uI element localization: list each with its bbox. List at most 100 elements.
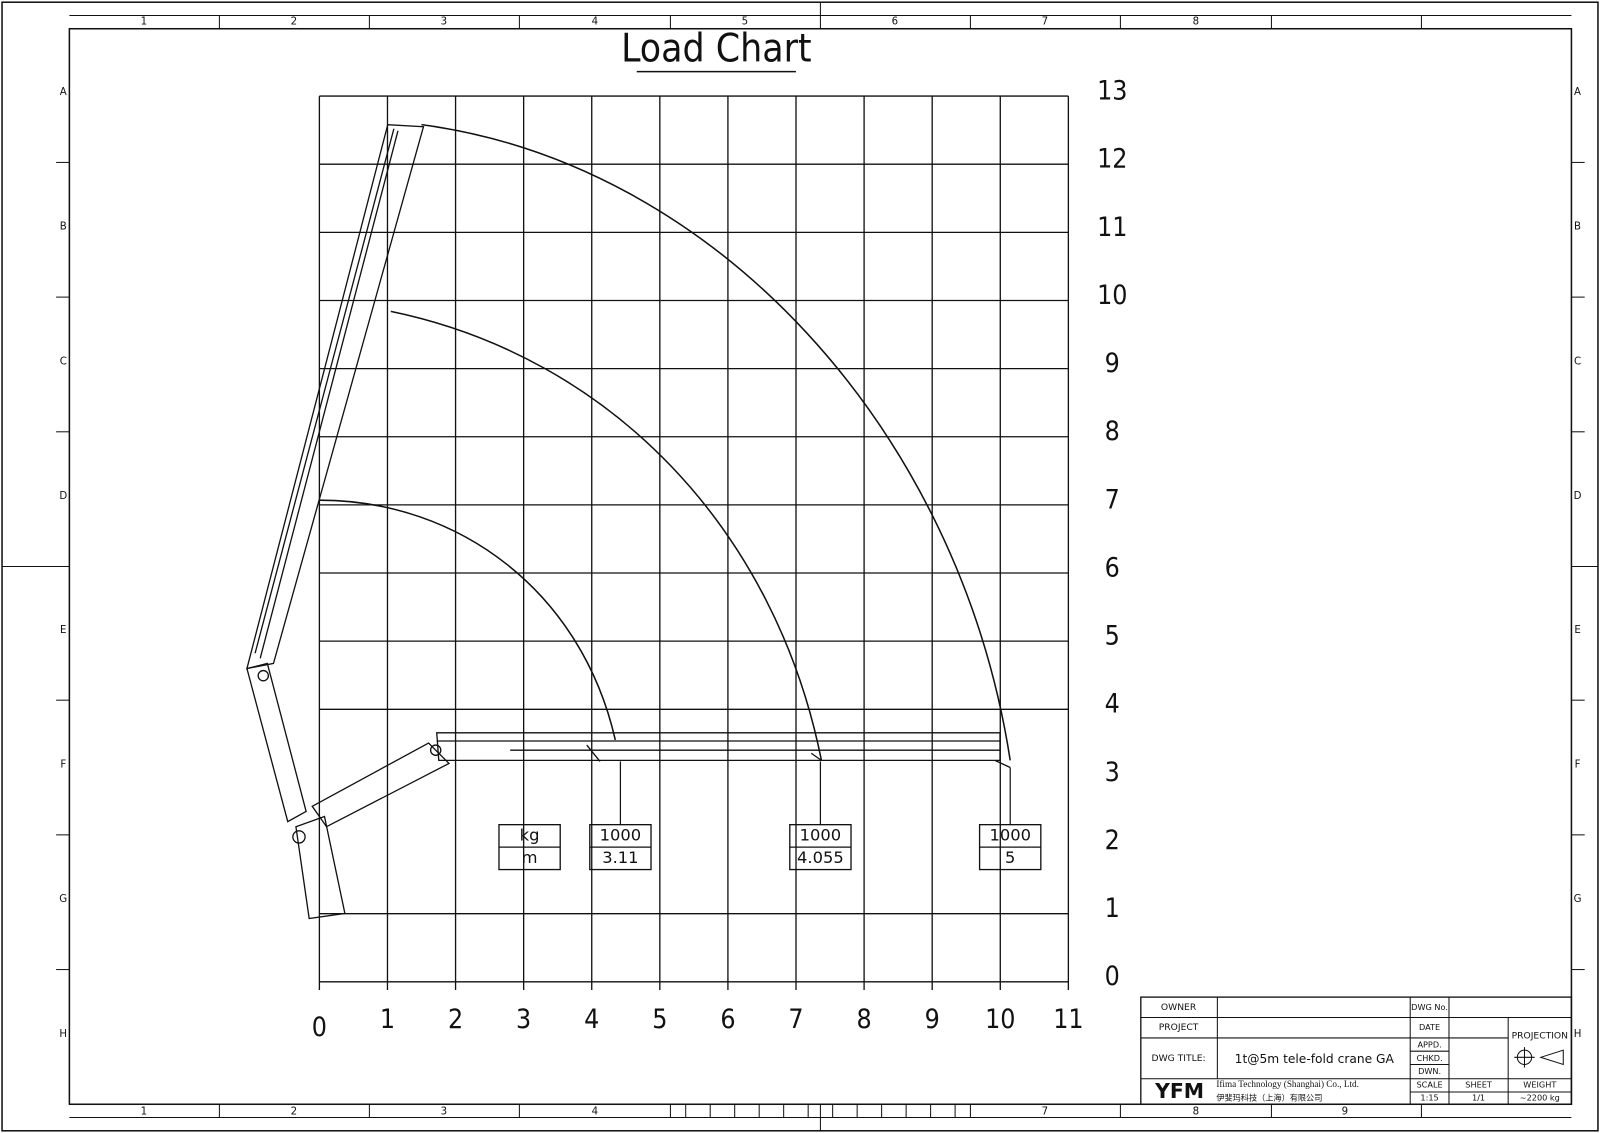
zone-label: A bbox=[60, 87, 67, 98]
zone-label: 1 bbox=[141, 1106, 147, 1117]
radius-value: 4.055 bbox=[797, 848, 844, 867]
zone-label: D bbox=[59, 491, 67, 502]
zone-label: 4 bbox=[592, 1106, 598, 1117]
y-axis-label: 5 bbox=[1105, 621, 1120, 652]
knuckle-boom bbox=[311, 742, 451, 828]
y-axis-label: 1 bbox=[1105, 893, 1120, 924]
x-axis-label: 11 bbox=[1053, 1004, 1083, 1035]
zone-label: 1 bbox=[141, 17, 147, 28]
x-axis-label: 2 bbox=[448, 1004, 463, 1035]
zone-label: 4 bbox=[592, 17, 598, 28]
tb-value: 1/1 bbox=[1472, 1093, 1485, 1103]
tb-label: PROJECT bbox=[1159, 1022, 1199, 1033]
tb-value: 1:15 bbox=[1420, 1093, 1438, 1103]
radius-value: 5 bbox=[1005, 848, 1015, 867]
zone-label: C bbox=[60, 356, 67, 367]
boom-edge bbox=[259, 130, 399, 659]
zone-label: 5 bbox=[742, 17, 748, 28]
y-axis-label: 12 bbox=[1097, 144, 1127, 175]
zone-label: 9 bbox=[1342, 1106, 1348, 1117]
hook bbox=[586, 744, 1011, 769]
tb-label: APPD. bbox=[1417, 1040, 1441, 1050]
x-axis-label: 7 bbox=[788, 1004, 803, 1035]
lower-boom bbox=[246, 662, 307, 823]
x-axis-label: 4 bbox=[584, 1004, 599, 1035]
tb-label: SHEET bbox=[1465, 1079, 1492, 1089]
x-axis-label: 6 bbox=[720, 1004, 735, 1035]
x-axis-label: 3 bbox=[516, 1004, 531, 1035]
zone-label: A bbox=[1574, 87, 1581, 98]
upper-boom bbox=[246, 123, 425, 670]
y-axis-label: 10 bbox=[1097, 280, 1127, 311]
zone-label: 2 bbox=[291, 1106, 297, 1117]
title: Load Chart bbox=[621, 27, 812, 72]
zone-label: 8 bbox=[1193, 17, 1199, 28]
zone-label: H bbox=[59, 1029, 67, 1040]
tb-label: DATE bbox=[1419, 1022, 1440, 1032]
tb-label: OWNER bbox=[1161, 1002, 1197, 1013]
x-axis-label: 10 bbox=[985, 1004, 1015, 1035]
projection-symbol bbox=[1539, 1049, 1564, 1066]
radius-value: 3.11 bbox=[602, 848, 638, 867]
tb-value: 1t@5m tele-fold crane GA bbox=[1235, 1052, 1395, 1066]
x-axis-label: 1 bbox=[380, 1004, 395, 1035]
tb-label: WEIGHT bbox=[1523, 1079, 1556, 1089]
radius-value: m bbox=[522, 848, 538, 867]
y-axis-label: 13 bbox=[1097, 76, 1127, 107]
y-axis-label: 3 bbox=[1105, 757, 1120, 788]
zone-label: D bbox=[1574, 491, 1582, 502]
y-axis-label: 9 bbox=[1105, 348, 1120, 379]
load-value: 1000 bbox=[800, 825, 842, 844]
company-name: Ifima Technology (Shanghai) Co., Ltd. bbox=[1216, 1079, 1359, 1089]
pin bbox=[429, 744, 442, 756]
crane-column bbox=[295, 815, 346, 920]
tb-label: SCALE bbox=[1417, 1079, 1443, 1089]
y-axis-label: 8 bbox=[1105, 416, 1120, 447]
zone-label: E bbox=[1574, 625, 1580, 636]
zone-label: F bbox=[1575, 759, 1581, 770]
load-value: kg bbox=[520, 825, 540, 844]
zone-label: 7 bbox=[1042, 1106, 1048, 1117]
x-axis-label: 0 bbox=[312, 1012, 327, 1043]
y-axis-label: 2 bbox=[1105, 825, 1120, 856]
pin bbox=[292, 830, 306, 844]
zone-label: 2 bbox=[291, 17, 297, 28]
y-axis-label: 4 bbox=[1105, 689, 1120, 720]
zone-label: 8 bbox=[1193, 1106, 1199, 1117]
tb-label: DWN. bbox=[1418, 1066, 1441, 1076]
y-axis-label: 7 bbox=[1105, 484, 1120, 515]
zone-label: 3 bbox=[441, 1106, 447, 1117]
reach-arc bbox=[421, 123, 1011, 761]
x-axis-label: 5 bbox=[652, 1004, 667, 1035]
y-axis-label: 0 bbox=[1105, 961, 1120, 992]
telescope-boom bbox=[436, 732, 1001, 762]
y-axis-label: 6 bbox=[1105, 552, 1120, 583]
reach-arc bbox=[390, 310, 823, 761]
boom-edge bbox=[254, 128, 395, 654]
inner-border bbox=[68, 27, 1573, 1106]
x-axis-label: 9 bbox=[925, 1004, 940, 1035]
zone-label: 7 bbox=[1042, 17, 1048, 28]
logo: YFM bbox=[1154, 1079, 1204, 1103]
company-name: 伊斐玛科技（上海）有限公司 bbox=[1216, 1093, 1322, 1103]
zone-label: B bbox=[1574, 222, 1581, 233]
zone-label: F bbox=[60, 759, 66, 770]
load-value: 1000 bbox=[989, 825, 1031, 844]
title-block: OWNER PROJECT DWG TITLE: 1t@5m tele-fold cr… bbox=[1140, 996, 1573, 1105]
zone-label: B bbox=[60, 222, 67, 233]
pin bbox=[257, 669, 270, 682]
zone-label: G bbox=[1574, 894, 1582, 905]
crane bbox=[246, 123, 1011, 920]
zone-label: 3 bbox=[441, 17, 447, 28]
tb-label: DWG No. bbox=[1411, 1002, 1448, 1012]
zone-label: C bbox=[1574, 356, 1581, 367]
tb-label: PROJECTION bbox=[1512, 1030, 1568, 1041]
tb-label: CHKD. bbox=[1417, 1053, 1443, 1063]
tb-label: DWG TITLE: bbox=[1152, 1053, 1206, 1064]
load-value: 1000 bbox=[600, 825, 642, 844]
load-table: kg m 1000 3.11 1000 4.055 1000 5 bbox=[498, 761, 1042, 871]
zone-label: H bbox=[1574, 1029, 1582, 1040]
